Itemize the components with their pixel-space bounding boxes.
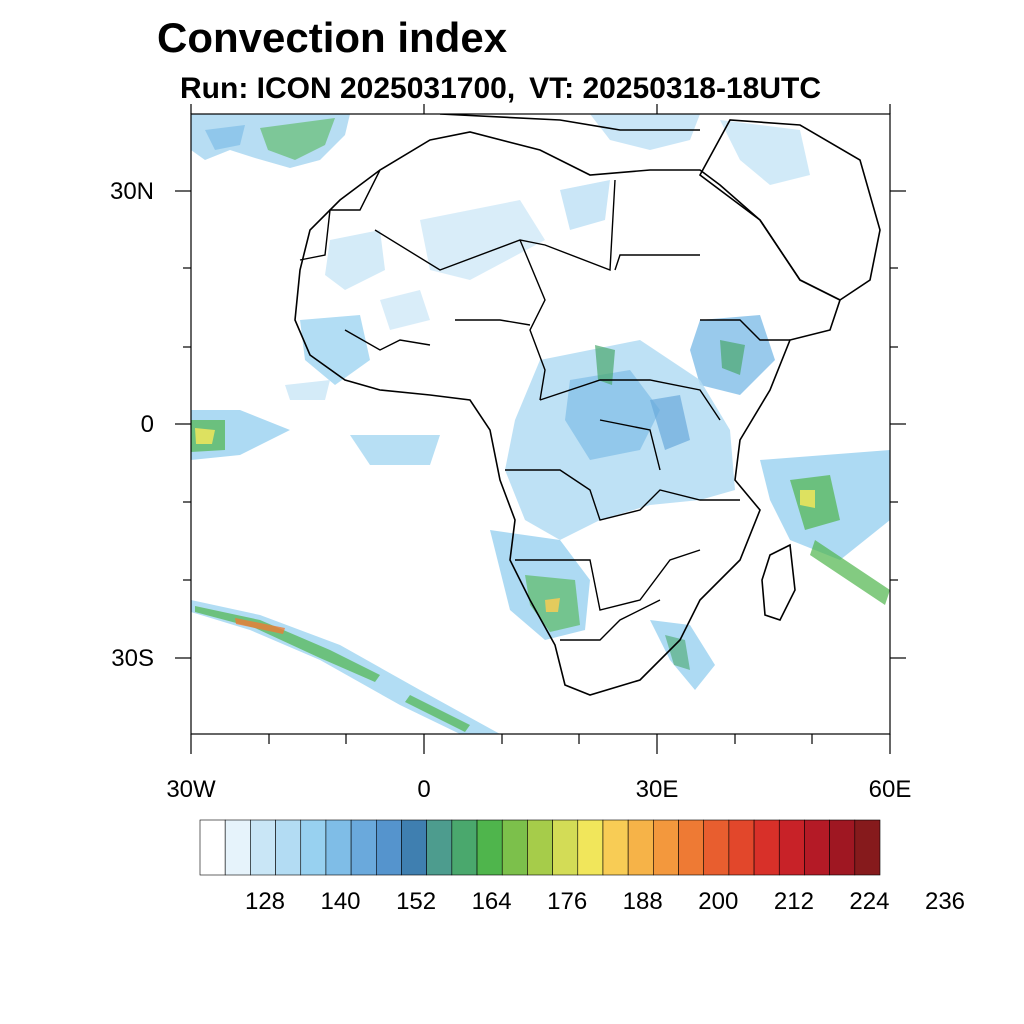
map-subtitle: Run: ICON 2025031700, VT: 20250318-18UTC bbox=[180, 72, 821, 106]
colorbar-swatch bbox=[854, 819, 881, 876]
country-borders bbox=[299, 169, 790, 641]
colorbar-swatch bbox=[829, 819, 856, 876]
colorbar-swatch bbox=[325, 819, 352, 876]
colorbar-swatch bbox=[728, 819, 755, 876]
colorbar-tick-label: 152 bbox=[396, 888, 437, 915]
colorbar-swatch bbox=[753, 819, 780, 876]
colorbar-swatch bbox=[426, 819, 453, 876]
lon-label-60e: 60E bbox=[868, 776, 912, 803]
axis-ticks bbox=[175, 104, 906, 754]
colorbar-swatch bbox=[199, 819, 226, 876]
colorbar-tick-label: 176 bbox=[547, 888, 588, 915]
colorbar-swatch bbox=[804, 819, 830, 876]
colorbar-swatch bbox=[678, 819, 705, 876]
lat-label-30n: 30N bbox=[109, 178, 154, 205]
colorbar-swatch bbox=[401, 819, 427, 876]
colorbar-swatch bbox=[300, 819, 327, 876]
colorbar-swatch bbox=[224, 819, 251, 876]
colorbar-swatch bbox=[275, 819, 302, 876]
colorbar-swatch bbox=[653, 819, 679, 876]
colorbar-tick-label: 140 bbox=[320, 888, 361, 915]
colorbar-swatch bbox=[250, 819, 276, 876]
coastlines bbox=[294, 114, 881, 696]
colorbar-swatch bbox=[350, 819, 377, 876]
lon-label-0: 0 bbox=[417, 776, 431, 803]
colorbar-tick-label: 164 bbox=[471, 888, 512, 915]
colorbar-swatch bbox=[476, 819, 503, 876]
colorbar-tick-label: 224 bbox=[849, 888, 890, 915]
colorbar-swatch bbox=[577, 819, 604, 876]
colorbar-swatch bbox=[552, 819, 579, 876]
lat-label-30s: 30S bbox=[111, 645, 154, 672]
colorbar-swatch bbox=[627, 819, 654, 876]
colorbar-tick-label: 236 bbox=[924, 888, 966, 915]
lon-label-30e: 30E bbox=[635, 776, 679, 803]
colorbar-swatch bbox=[778, 819, 805, 876]
run-label: Run: ICON 2025031700, bbox=[180, 72, 516, 105]
convection-field bbox=[191, 114, 890, 734]
colorbar-tick-label: 200 bbox=[698, 888, 739, 915]
valid-time-label: VT: 20250318-18UTC bbox=[529, 72, 821, 105]
colorbar-swatch bbox=[451, 819, 478, 876]
colorbar-swatch bbox=[703, 819, 730, 876]
colorbar-tick-label: 188 bbox=[622, 888, 663, 915]
colorbar-swatch bbox=[527, 819, 553, 876]
map-title: Convection index bbox=[157, 14, 508, 61]
lat-label-0: 0 bbox=[140, 411, 154, 438]
lon-label-30w: 30W bbox=[166, 776, 216, 803]
colorbar-tick-label: 128 bbox=[244, 888, 286, 915]
colorbar-swatch bbox=[501, 819, 528, 876]
colorbar-swatch bbox=[375, 819, 402, 876]
colorbar-tick-label: 212 bbox=[773, 888, 814, 915]
colorbar-swatch bbox=[602, 819, 629, 876]
